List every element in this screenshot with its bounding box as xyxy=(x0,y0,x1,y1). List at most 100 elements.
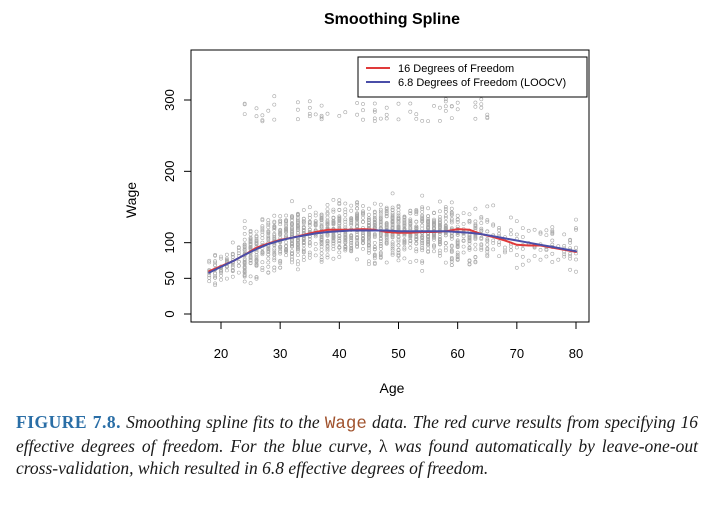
scatter-point xyxy=(254,229,259,234)
scatter-point xyxy=(295,213,300,218)
scatter-point xyxy=(396,208,401,213)
scatter-point xyxy=(242,244,247,249)
scatter-point xyxy=(396,247,401,252)
scatter-point xyxy=(260,252,265,257)
scatter-point xyxy=(426,235,431,240)
scatter-point xyxy=(307,111,312,116)
scatter-point xyxy=(384,238,389,243)
caption-text-1: Smoothing spline fits to the xyxy=(126,412,320,432)
scatter-point xyxy=(343,201,348,206)
scatter-point xyxy=(485,229,490,234)
scatter-point xyxy=(420,217,425,221)
figure-label: FIGURE 7.8. xyxy=(16,412,121,432)
scatter-point xyxy=(378,209,383,214)
scatter-point xyxy=(301,239,306,244)
scatter-point xyxy=(372,262,377,266)
scatter-point xyxy=(396,252,401,257)
scatter-point xyxy=(295,247,300,252)
scatter-point xyxy=(301,225,306,230)
scatter-point xyxy=(378,244,383,249)
scatter-point xyxy=(361,108,365,113)
scatter-point xyxy=(390,207,395,212)
scatter-point xyxy=(307,99,312,104)
scatter-point xyxy=(349,208,354,213)
scatter-point xyxy=(343,219,348,224)
scatter-point xyxy=(414,117,419,121)
scatter-point xyxy=(355,220,360,224)
scatter-point xyxy=(313,222,318,227)
scatter-point xyxy=(366,221,371,226)
scatter-point xyxy=(432,237,436,242)
scatter-point xyxy=(372,240,377,245)
scatter-point xyxy=(266,231,271,236)
scatter-point xyxy=(272,233,277,238)
scatter-point xyxy=(319,236,324,241)
scatter-point xyxy=(343,240,348,244)
scatter-point xyxy=(420,119,425,123)
scatter-point xyxy=(473,116,478,121)
scatter-point xyxy=(254,235,259,239)
scatter-point xyxy=(319,103,324,108)
scatter-point xyxy=(242,237,247,242)
scatter-point xyxy=(331,256,336,261)
scatter-point xyxy=(242,225,247,230)
scatter-point xyxy=(254,261,259,266)
scatter-point xyxy=(266,264,271,269)
scatter-point xyxy=(408,211,413,216)
scatter-point xyxy=(574,217,578,222)
scatter-point xyxy=(213,275,218,280)
scatter-point xyxy=(485,239,490,244)
scatter-point xyxy=(213,271,218,276)
scatter-point xyxy=(331,221,336,226)
scatter-point xyxy=(426,225,431,230)
scatter-point xyxy=(207,275,212,280)
scatter-point xyxy=(290,243,294,248)
scatter-point xyxy=(461,239,466,243)
scatter-point xyxy=(278,232,283,236)
scatter-point xyxy=(266,246,271,250)
scatter-point xyxy=(248,260,253,265)
scatter-point xyxy=(343,210,348,215)
scatter-point xyxy=(361,117,365,122)
scatter-point xyxy=(420,260,425,265)
scatter-point xyxy=(420,193,425,198)
scatter-point xyxy=(503,250,507,255)
scatter-point xyxy=(366,231,371,236)
scatter-point xyxy=(319,251,324,256)
scatter-point xyxy=(366,239,371,244)
scatter-point xyxy=(384,234,389,239)
scatter-point xyxy=(378,218,383,222)
scatter-point xyxy=(325,253,330,258)
scatter-point xyxy=(497,242,502,247)
scatter-point xyxy=(284,253,289,258)
scatter-point xyxy=(343,110,348,115)
scatter-point xyxy=(455,217,460,222)
scatter-point xyxy=(248,236,253,240)
scatter-point xyxy=(230,264,235,269)
scatter-point xyxy=(372,246,377,251)
scatter-point xyxy=(290,232,294,237)
scatter-point xyxy=(396,258,401,263)
scatter-point xyxy=(372,201,377,206)
scatter-point xyxy=(254,239,259,243)
scatter-point xyxy=(260,265,265,270)
scatter-point xyxy=(248,243,253,248)
scatter-point xyxy=(449,116,454,121)
scatter-point xyxy=(461,244,466,249)
scatter-point xyxy=(355,213,360,218)
scatter-point xyxy=(349,235,354,240)
scatter-point xyxy=(414,249,419,254)
scatter-point xyxy=(219,273,223,278)
scatter-point xyxy=(384,116,389,121)
scatter-point xyxy=(479,246,484,251)
scatter-point xyxy=(449,243,454,248)
scatter-point xyxy=(260,224,265,229)
scatter-point xyxy=(443,104,448,109)
scatter-point xyxy=(372,109,377,114)
scatter-point xyxy=(432,104,436,108)
scatter-point xyxy=(272,252,277,257)
scatter-point xyxy=(426,119,431,124)
scatter-point xyxy=(384,222,389,227)
scatter-point xyxy=(414,225,419,230)
scatter-point xyxy=(331,241,336,246)
